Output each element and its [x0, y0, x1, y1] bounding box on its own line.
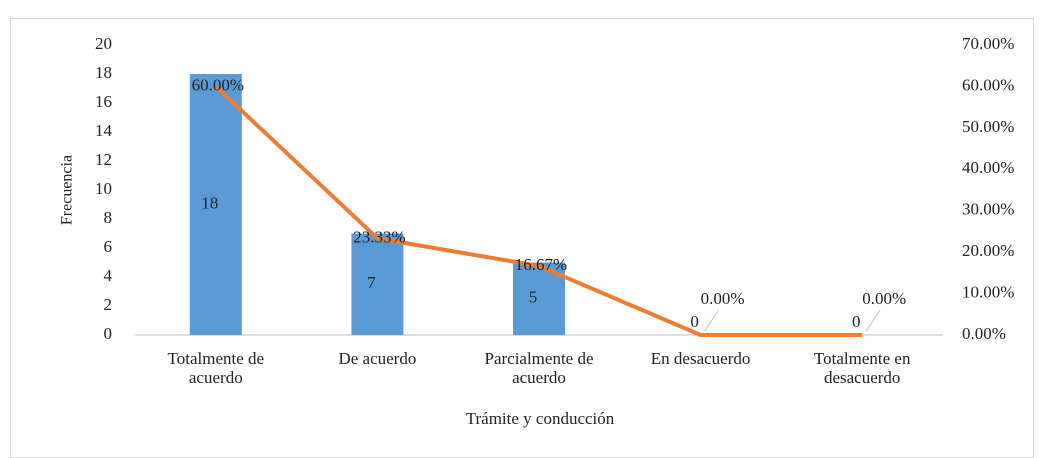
- bar-value-label: 5: [529, 288, 538, 307]
- line-value-label: 0.00%: [701, 289, 745, 308]
- y-tick-label: 12: [95, 150, 112, 169]
- x-tick-label: Totalmente en desacuerdo: [813, 349, 911, 387]
- x-tick-label: Parcialmente de acuerdo: [484, 349, 594, 387]
- y-tick-label: 0: [104, 324, 113, 343]
- line-value-label: 23.33%: [353, 227, 405, 246]
- y2-tick-label: 20.00%: [962, 241, 1014, 260]
- y-tick-label: 4: [104, 266, 113, 285]
- bar-value-label: 18: [201, 193, 218, 212]
- y2-tick-label: 50.00%: [962, 117, 1014, 136]
- y-tick-label: 2: [104, 295, 113, 314]
- y2-tick-label: 30.00%: [962, 200, 1014, 219]
- y-tick-label: 10: [95, 179, 112, 198]
- line-value-label: 60.00%: [192, 75, 244, 94]
- y-axis-label: Frecuencia: [59, 155, 76, 225]
- leader-line: [704, 309, 720, 332]
- y2-tick-label: 10.00%: [962, 282, 1014, 301]
- bar-value-label: 0: [690, 312, 699, 331]
- y-tick-label: 6: [104, 237, 113, 256]
- bar: [351, 233, 404, 335]
- x-tick-label: De acuerdo: [338, 349, 417, 368]
- y2-tick-label: 0.00%: [962, 324, 1006, 343]
- bar-value-label: 0: [852, 312, 861, 331]
- y-tick-label: 8: [104, 208, 113, 227]
- leader-line: [865, 309, 881, 332]
- line-value-label: 16.67%: [515, 255, 567, 274]
- x-axis-label: Trámite y conducción: [466, 409, 615, 428]
- y-tick-label: 20: [95, 34, 112, 53]
- y2-tick-label: 40.00%: [962, 158, 1014, 177]
- y-tick-label: 14: [95, 121, 113, 140]
- y-tick-label: 16: [95, 92, 112, 111]
- bar: [189, 74, 242, 335]
- y2-tick-label: 60.00%: [962, 75, 1014, 94]
- bar-value-label: 7: [367, 273, 376, 292]
- line: [214, 84, 863, 337]
- y-tick-label: 18: [95, 63, 112, 82]
- line-value-label: 0.00%: [862, 289, 906, 308]
- x-tick-label: En desacuerdo: [650, 349, 751, 368]
- y2-tick-label: 70.00%: [962, 34, 1014, 53]
- x-tick-label: Totalmente de acuerdo: [167, 349, 265, 387]
